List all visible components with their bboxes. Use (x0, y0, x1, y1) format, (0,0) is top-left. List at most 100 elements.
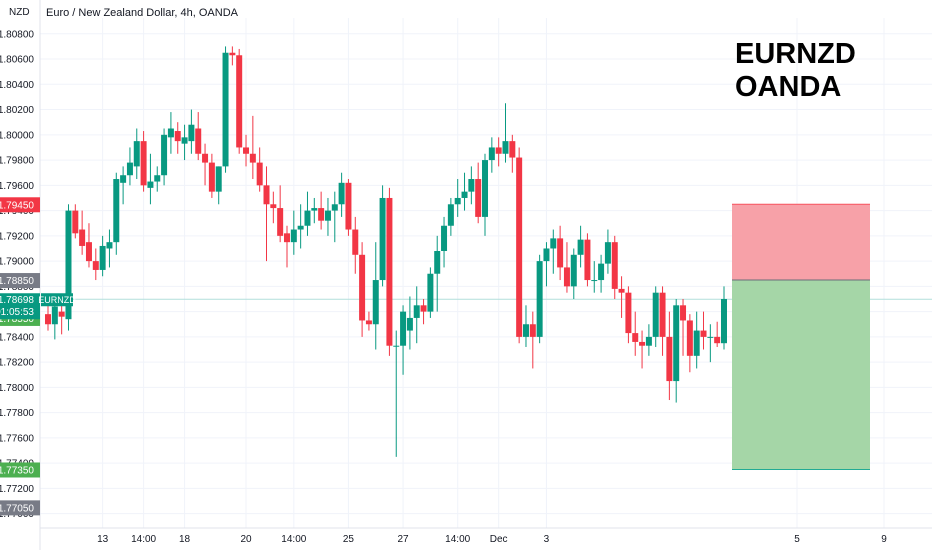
candle-body (283, 233, 290, 243)
candle-body (495, 147, 502, 154)
candle-body (400, 311, 407, 346)
candle-body (502, 141, 509, 154)
candle-body (99, 245, 106, 270)
candle-body (604, 242, 611, 264)
candle-body (570, 254, 577, 287)
candle-body (65, 210, 72, 320)
candle-body (721, 298, 727, 344)
candle-body (45, 314, 51, 325)
candle-body (584, 239, 591, 281)
entry-price-label: 1.78850 (0, 276, 34, 287)
candle-body (208, 162, 215, 192)
candle-body (372, 280, 379, 325)
price-tick-label: 1.77800 (0, 408, 34, 419)
candle-body (563, 267, 570, 287)
low-price-label-bg (0, 500, 40, 516)
candle-body (413, 305, 420, 318)
time-axis[interactable]: 13 14:00 18 20 14:00 25 27 14:00 Dec 3 5 9 (40, 527, 932, 545)
target-price-label: 1.77350 (0, 465, 34, 476)
candle-body (311, 208, 318, 211)
candle-body (249, 153, 256, 163)
candle-body (304, 210, 311, 226)
candle-body (468, 179, 475, 192)
price-tick-label: 1.80600 (0, 55, 34, 66)
candle-body (92, 261, 99, 270)
candle-body (393, 345, 400, 347)
candle-body (140, 141, 147, 186)
candle-body (188, 124, 195, 142)
candle-body (434, 251, 441, 274)
candle-body (516, 157, 523, 337)
candles (45, 46, 727, 457)
candle-body (167, 128, 174, 138)
candle-body (632, 333, 639, 342)
stop-price-label: 1.79450 (0, 200, 34, 211)
candle-body (427, 273, 434, 312)
candle-body (174, 131, 181, 142)
candle-body (482, 160, 489, 217)
candle-body (51, 306, 58, 325)
candle-body (461, 191, 468, 198)
candle-body (447, 204, 454, 226)
candle-body (236, 55, 243, 148)
candle-body (297, 225, 304, 230)
time-tick-label: 13 (97, 534, 109, 545)
candle-body (488, 147, 495, 161)
candle-body (625, 292, 632, 334)
candle-body (243, 147, 250, 154)
symbol-tag-label: EURNZD (38, 295, 76, 305)
candle-body (543, 248, 550, 262)
candle-body (58, 311, 65, 317)
candle-body (270, 204, 277, 209)
candle-body (686, 320, 693, 356)
time-tick-label: 3 (544, 534, 550, 545)
candle-body (133, 141, 140, 167)
candle-body (154, 175, 161, 182)
candle-body (700, 330, 707, 337)
candle-body (215, 166, 222, 192)
candle-body (536, 261, 543, 337)
candle-body (331, 204, 338, 211)
candle-body (147, 181, 154, 188)
time-tick-label: 18 (179, 534, 191, 545)
candle-body (577, 239, 584, 255)
candle-body (529, 324, 536, 337)
candle-body (229, 52, 236, 56)
candle-body (359, 254, 366, 321)
candle-body (707, 336, 714, 338)
candle-body (680, 305, 687, 321)
candle-body (639, 341, 646, 346)
time-tick-label: 20 (240, 534, 252, 545)
candle-body (659, 292, 666, 337)
currency-unit-label: NZD (9, 7, 30, 18)
position-tool[interactable] (732, 203, 870, 470)
candle-body (85, 242, 92, 262)
candle-body (290, 229, 297, 243)
time-tick-label: Dec (490, 534, 508, 545)
price-tick-label: 1.80200 (0, 105, 34, 116)
symbol-legend[interactable]: Euro / New Zealand Dollar, 4h, OANDA (46, 7, 238, 19)
candle-body (195, 128, 202, 154)
time-tick-label: 9 (881, 534, 887, 545)
time-tick-label: 14:00 (445, 534, 470, 545)
last-price-countdown: 01:05:53 (0, 307, 34, 318)
take-profit-zone (732, 280, 870, 470)
price-tick-label: 1.78000 (0, 383, 34, 394)
candle-body (645, 336, 652, 346)
candle-body (161, 134, 168, 176)
candle-body (324, 210, 331, 221)
candle-body (256, 162, 263, 186)
candle-body (113, 179, 120, 243)
candle-body (277, 208, 284, 236)
candle-body (79, 229, 86, 246)
price-labels: 1.79450 1.78850 1.77350 1.77050 1.78550 1.786… (0, 197, 76, 516)
candle-body (379, 197, 386, 281)
last-price-tag-bg (0, 293, 40, 320)
candle-body (611, 242, 618, 289)
time-tick-label: 14:00 (281, 534, 306, 545)
candle-body (406, 317, 413, 331)
candle-body (509, 141, 516, 158)
candle-body (693, 330, 700, 356)
